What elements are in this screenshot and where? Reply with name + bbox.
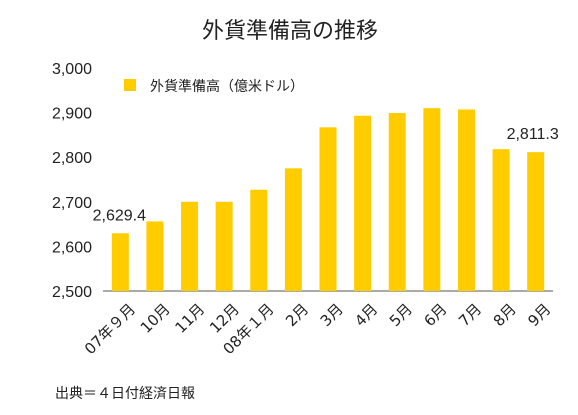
data-label: 2,811.3 xyxy=(507,126,559,143)
bar xyxy=(181,201,199,291)
x-tick-label: 10月 xyxy=(137,300,174,337)
chart-title: 外貨準備高の推移 xyxy=(202,19,378,44)
x-tick-label: 2月 xyxy=(282,300,312,330)
y-tick-label: 2,900 xyxy=(52,106,92,123)
bars xyxy=(111,108,545,292)
bar xyxy=(492,149,510,291)
x-tick-label: 4月 xyxy=(351,300,381,330)
data-labels: 2,629.4 2,811.3 xyxy=(93,126,559,224)
legend-swatch xyxy=(124,79,136,91)
bar xyxy=(527,152,545,291)
y-tick-label: 3,000 xyxy=(52,61,92,78)
bar xyxy=(146,221,164,291)
x-tick-label: 3月 xyxy=(317,300,347,330)
bar xyxy=(111,233,129,291)
data-label: 2,629.4 xyxy=(93,207,146,224)
y-axis-ticks: 3,000 2,900 2,800 2,700 2,600 2,500 xyxy=(52,61,92,301)
y-tick-label: 2,700 xyxy=(52,195,92,212)
legend-label: 外貨準備高（億米ドル） xyxy=(150,78,304,95)
bar xyxy=(250,189,268,291)
x-tick-label: 8月 xyxy=(490,300,520,330)
bar xyxy=(215,201,233,291)
x-tick-label: 7月 xyxy=(455,300,485,330)
legend: 外貨準備高（億米ドル） xyxy=(124,78,304,95)
bar xyxy=(354,115,372,291)
bar xyxy=(423,108,441,291)
y-tick-label: 2,500 xyxy=(52,284,92,301)
y-tick-label: 2,600 xyxy=(52,239,92,256)
source-note: 出典＝４日付経済日報 xyxy=(55,386,195,402)
x-tick-label: 07年９月 xyxy=(81,300,139,358)
bar xyxy=(319,127,337,292)
x-tick-label: 11月 xyxy=(171,300,208,337)
bar xyxy=(388,113,406,292)
x-tick-label: 6月 xyxy=(421,300,451,330)
bar xyxy=(457,109,475,291)
x-tick-label: 5月 xyxy=(386,300,416,330)
bar xyxy=(284,168,302,291)
y-tick-label: 2,800 xyxy=(52,150,92,167)
x-tick-label: 9月 xyxy=(524,300,554,330)
